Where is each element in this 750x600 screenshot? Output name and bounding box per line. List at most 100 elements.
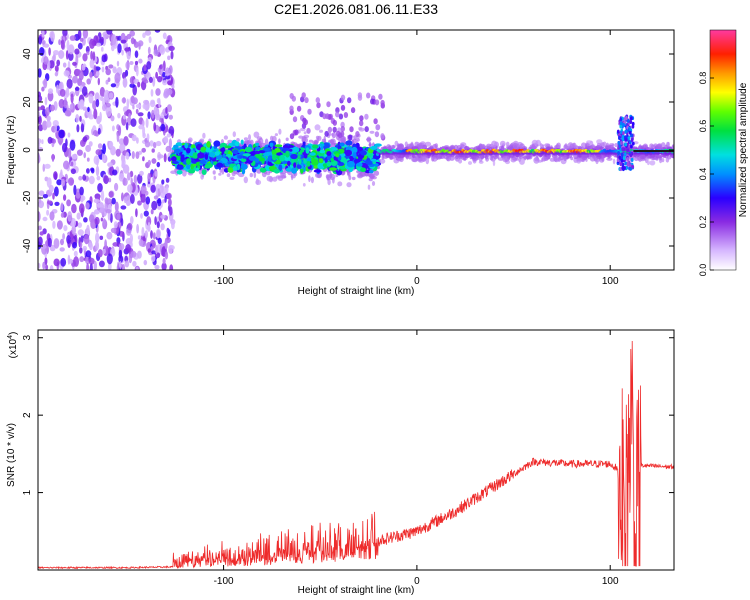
- heatmap-cell: [162, 32, 167, 40]
- heatmap-cell: [140, 185, 147, 195]
- heatmap-cell: [639, 153, 646, 160]
- heatmap-cell: [143, 210, 149, 217]
- heatmap-cell: [139, 170, 144, 176]
- heatmap-cell: [167, 55, 171, 61]
- heatmap-cell: [153, 49, 159, 57]
- heatmap-cell: [411, 153, 418, 158]
- heatmap-cell: [347, 97, 352, 104]
- heatmap-cell: [290, 153, 298, 160]
- y-multiplier-exp: 4: [7, 335, 14, 339]
- bottom-x-tick-label: -100: [214, 576, 234, 587]
- heatmap-cell: [216, 162, 224, 168]
- heatmap-cell: [102, 218, 106, 227]
- heatmap-cell: [82, 30, 89, 39]
- heatmap-cell: [146, 61, 152, 70]
- heatmap-cell: [111, 44, 115, 52]
- heatmap-cell: [370, 158, 377, 162]
- heatmap-cell: [162, 60, 166, 72]
- heatmap-cell: [157, 237, 162, 245]
- heatmap-cell: [85, 46, 90, 53]
- heatmap-cell: [365, 160, 374, 165]
- heatmap-cell: [366, 92, 371, 99]
- heatmap-cell: [54, 186, 59, 197]
- heatmap-cell: [366, 136, 371, 143]
- heatmap-cell: [255, 146, 261, 151]
- heatmap-cell: [380, 99, 385, 106]
- heatmap-cell: [629, 153, 633, 158]
- heatmap-cell: [288, 148, 293, 152]
- heatmap-cell: [40, 105, 45, 111]
- heatmap-cell: [326, 101, 331, 108]
- heatmap-cell: [168, 114, 173, 120]
- heatmap-cell: [374, 99, 380, 106]
- heatmap-cell: [164, 75, 171, 80]
- heatmap-cell: [248, 134, 251, 141]
- heatmap-cell: [209, 151, 216, 158]
- heatmap-cell: [60, 238, 64, 246]
- heatmap-cell: [147, 46, 151, 55]
- heatmap-cell: [61, 178, 66, 187]
- heatmap-cell: [64, 110, 72, 117]
- heatmap-cell: [243, 176, 248, 184]
- heatmap-cell: [667, 141, 670, 148]
- heatmap-cell: [137, 112, 144, 117]
- heatmap-cell: [46, 115, 51, 122]
- heatmap-cell: [93, 198, 100, 204]
- heatmap-cell: [79, 247, 83, 254]
- heatmap-cell: [146, 133, 150, 141]
- heatmap-cell: [49, 265, 54, 270]
- heatmap-cell: [88, 257, 95, 265]
- heatmap-cell: [306, 127, 311, 134]
- heatmap-cell: [138, 124, 144, 130]
- heatmap-cell: [248, 155, 257, 161]
- heatmap-cell: [168, 198, 172, 207]
- heatmap-cell: [285, 167, 293, 172]
- heatmap-cell: [153, 122, 157, 132]
- heatmap-cell: [326, 174, 332, 181]
- heatmap-cell: [152, 76, 156, 87]
- heatmap-cell: [38, 262, 41, 269]
- heatmap-cell: [38, 225, 42, 231]
- heatmap-cell: [460, 143, 464, 148]
- heatmap-cell: [66, 235, 71, 244]
- heatmap-cell: [43, 78, 48, 89]
- snr-frame: [37, 329, 675, 571]
- heatmap-cell: [143, 79, 149, 84]
- heatmap-cell: [633, 156, 639, 162]
- heatmap-cell: [94, 209, 99, 215]
- heatmap-cell: [95, 232, 100, 244]
- heatmap-cell: [143, 259, 148, 266]
- heatmap-cell: [275, 175, 282, 179]
- heatmap-cell: [160, 214, 166, 219]
- heatmap-cell: [322, 142, 330, 150]
- heatmap-cell: [135, 208, 138, 218]
- heatmap-cell: [166, 104, 172, 113]
- heatmap-cell: [136, 137, 139, 144]
- heatmap-cell: [155, 88, 161, 96]
- heatmap-cell: [491, 140, 498, 148]
- heatmap-cell: [137, 81, 141, 88]
- heatmap-cell: [85, 202, 90, 210]
- heatmap-cell: [623, 152, 627, 157]
- heatmap-cell: [157, 76, 163, 83]
- heatmap-cell: [73, 250, 78, 257]
- heatmap-cell: [145, 196, 151, 205]
- heatmap-cell: [368, 169, 374, 174]
- heatmap-cell: [262, 147, 271, 151]
- heatmap-cell: [155, 244, 158, 255]
- heatmap-cell: [241, 163, 248, 170]
- heatmap-cell: [38, 190, 45, 196]
- heatmap-cell: [127, 184, 133, 193]
- heatmap-cell: [101, 54, 107, 63]
- heatmap-cell: [53, 258, 60, 267]
- heatmap-cell: [624, 129, 628, 134]
- heatmap-cell: [122, 72, 127, 80]
- heatmap-cell: [79, 186, 84, 196]
- heatmap-cell: [272, 154, 277, 161]
- heatmap-cell: [312, 144, 319, 149]
- heatmap-cell: [52, 120, 59, 127]
- heatmap-cell: [130, 194, 135, 204]
- heatmap-cell: [86, 78, 91, 85]
- heatmap-cell: [47, 237, 52, 248]
- heatmap-cell: [66, 39, 70, 51]
